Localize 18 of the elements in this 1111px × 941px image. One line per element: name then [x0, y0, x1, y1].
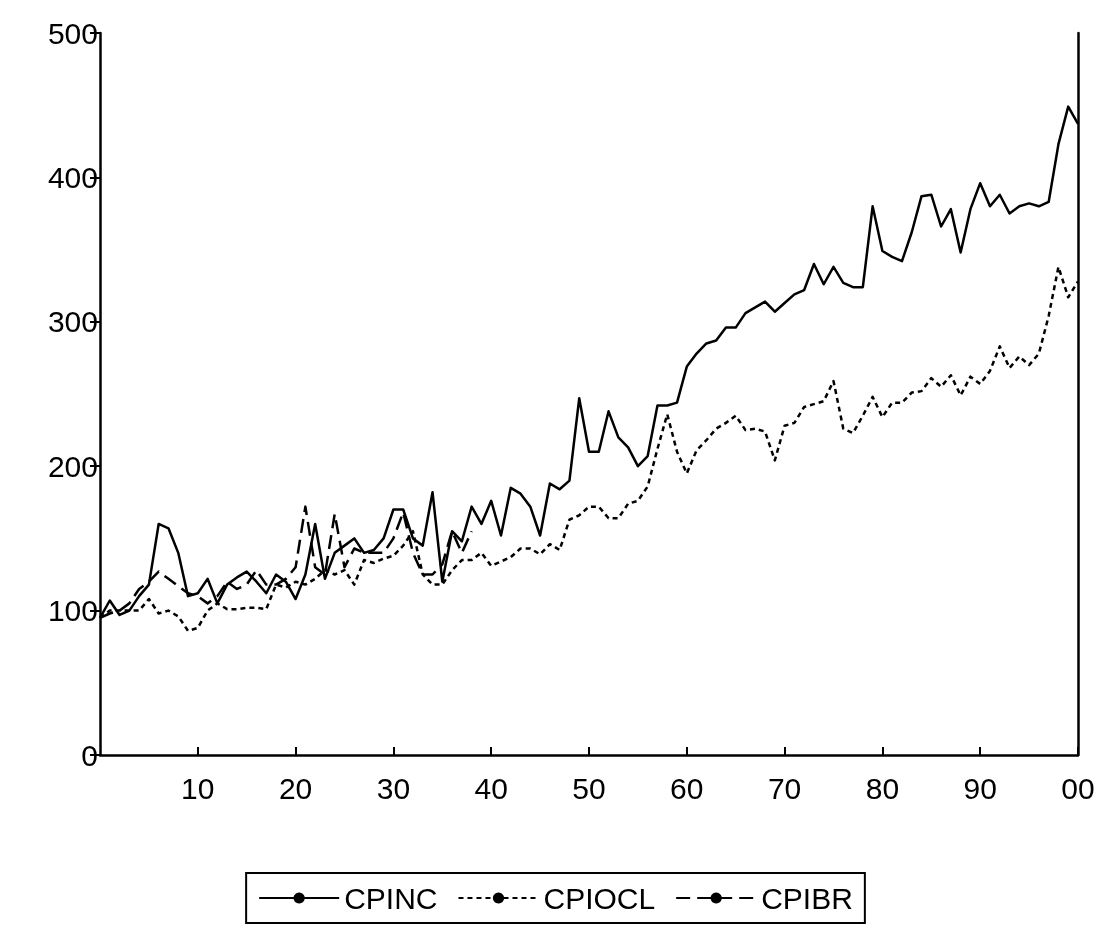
x-tick-label: 80: [865, 771, 900, 805]
legend-label: CPINC: [344, 881, 438, 915]
y-tick-label: 500: [47, 16, 98, 50]
x-tick-label: 50: [572, 771, 606, 805]
x-tick-label: 60: [670, 771, 704, 805]
x-tick-label: 00: [1061, 771, 1095, 805]
x-tick-label: 90: [963, 771, 997, 805]
legend-label: CPIBR: [761, 881, 853, 915]
x-tick-label: 30: [376, 771, 411, 805]
y-tick-label: 100: [47, 594, 98, 628]
y-tick-label: 200: [47, 449, 98, 483]
legend-label: CPIOCL: [543, 881, 656, 915]
x-tick-label: 20: [278, 771, 313, 805]
x-tick-label: 40: [474, 771, 508, 805]
x-tick-label: 10: [181, 771, 215, 805]
x-tick-label: 70: [767, 771, 802, 805]
y-tick-label: 400: [47, 160, 98, 194]
y-tick-label: 300: [47, 305, 98, 339]
